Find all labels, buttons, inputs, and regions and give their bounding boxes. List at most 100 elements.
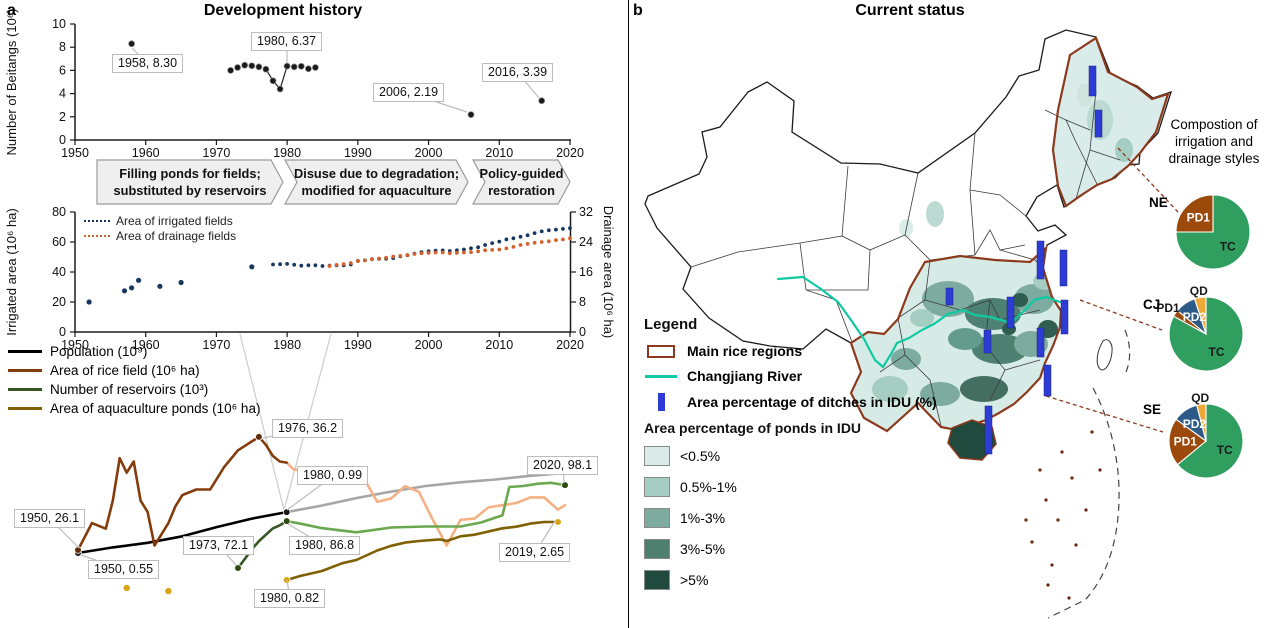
chart-text: 1970 xyxy=(203,338,231,352)
pond-class-swatch xyxy=(644,539,670,559)
data-callout: 1976, 36.2 xyxy=(272,419,344,438)
ditch-bar xyxy=(984,405,993,455)
data-point xyxy=(278,262,282,267)
chart-text: 1950 xyxy=(61,338,89,352)
data-point xyxy=(178,279,184,286)
data-point xyxy=(356,259,360,263)
data-point xyxy=(305,65,312,73)
chart-text: 0 xyxy=(59,325,66,339)
chart-text: 8 xyxy=(59,40,66,54)
data-point xyxy=(525,242,530,246)
data-point xyxy=(532,231,537,236)
era-box-text: modified for aquaculture xyxy=(301,183,451,198)
data-callout: 1980, 0.82 xyxy=(254,589,326,608)
chart-text: 32 xyxy=(579,205,593,219)
data-point xyxy=(363,258,367,263)
ditch-bar xyxy=(1060,299,1069,335)
data-point xyxy=(561,227,565,231)
legend-line-swatch xyxy=(8,369,42,372)
pie-slice-label: QD xyxy=(1190,284,1208,298)
data-point xyxy=(483,243,487,247)
map-legend-item: Changjiang River xyxy=(644,368,937,384)
pond-class-swatch xyxy=(644,446,670,466)
data-point xyxy=(248,62,256,70)
panel-divider xyxy=(628,0,629,628)
region-outline-icon xyxy=(644,344,678,358)
pond-class-row: 1%-3% xyxy=(644,508,937,528)
panel-a-title: Development history xyxy=(203,2,363,19)
chart-text: 2 xyxy=(59,110,66,124)
data-point xyxy=(490,248,495,252)
pond-class-label: >5% xyxy=(680,572,709,588)
pie-chart-se: TC PD1 PD2 QD xyxy=(1148,389,1268,493)
data-point xyxy=(546,228,551,233)
era-box-text: restoration xyxy=(488,183,555,198)
chart-text: 1970 xyxy=(203,146,231,160)
legend-item-label: Area of aquaculture ponds (10⁶ ha) xyxy=(50,401,261,416)
chart-text: 24 xyxy=(579,235,593,249)
pie-slice-label: PD1 xyxy=(1187,210,1211,224)
province-borders xyxy=(690,89,1121,427)
pond-class-row: <0.5% xyxy=(644,446,937,466)
data-point xyxy=(227,67,234,74)
legend-item: Area of irrigated fields xyxy=(84,213,236,228)
taiwan-island xyxy=(1096,339,1113,371)
ditch-bar xyxy=(1094,109,1103,138)
data-callout: 1980, 6.37 xyxy=(251,32,323,51)
map-legend-item: Main rice regions xyxy=(644,343,937,359)
pond-class-label: 3%-5% xyxy=(680,541,726,557)
data-point xyxy=(121,288,128,294)
data-point xyxy=(165,587,172,595)
data-point xyxy=(262,65,270,73)
timeline-legend: Population (10⁹) Area of rice field (10⁶ … xyxy=(8,342,260,418)
data-point xyxy=(455,251,459,255)
chart-text: 8 xyxy=(579,295,586,309)
data-point xyxy=(476,245,480,250)
series-line xyxy=(236,519,289,570)
ponds-legend-classes: <0.5% 0.5%-1% 1%-3% 3%-5% >5% xyxy=(644,446,937,590)
ditch-bar xyxy=(1036,240,1045,280)
data-point xyxy=(532,240,537,245)
era-box-text: Disuse due to degradation; xyxy=(294,166,459,181)
legend-item-label: Number of reservoirs (10³) xyxy=(50,382,209,397)
ditch-bar xyxy=(1006,296,1015,329)
data-point xyxy=(511,245,516,249)
data-point xyxy=(462,250,466,255)
pond-class-row: 3%-5% xyxy=(644,539,937,559)
data-point xyxy=(306,263,311,268)
data-point xyxy=(384,255,388,260)
data-point xyxy=(469,250,473,255)
data-point xyxy=(490,241,495,246)
era-box xyxy=(96,159,284,205)
data-point xyxy=(241,61,249,69)
data-point xyxy=(539,240,544,244)
data-point xyxy=(136,277,142,283)
data-point xyxy=(546,239,551,244)
pie-slice-label: TC xyxy=(1220,240,1236,254)
data-callout: 1980, 86.8 xyxy=(289,536,361,555)
legend-item: Area of rice field (10⁶ ha) xyxy=(8,361,260,380)
chart-text: 1950 xyxy=(61,146,89,160)
era-box xyxy=(471,159,571,205)
pond-class-label: <0.5% xyxy=(680,448,721,464)
ditch-bar xyxy=(945,287,954,306)
data-point xyxy=(554,227,558,232)
chart-text: 10 xyxy=(52,17,66,31)
pie-slice-label: QD xyxy=(1191,391,1209,405)
data-point xyxy=(86,299,92,305)
pie-region-label: CJ xyxy=(1143,297,1161,312)
data-point xyxy=(290,63,298,71)
data-point xyxy=(271,262,275,267)
data-point xyxy=(518,243,523,247)
data-point xyxy=(334,263,339,267)
map-legend-title: Legend xyxy=(644,316,698,333)
pie-slice xyxy=(1175,194,1251,270)
pond-shading xyxy=(872,83,1133,406)
sea-boundary-dashed xyxy=(1047,329,1131,619)
pie-group-title-line: Compostion of xyxy=(1170,117,1258,132)
chart-text: 0 xyxy=(579,325,586,339)
chart-text: 2010 xyxy=(485,146,513,160)
data-callout: 1950, 26.1 xyxy=(14,509,86,528)
data-point xyxy=(276,85,284,93)
chart-text: 1980 xyxy=(273,338,301,352)
